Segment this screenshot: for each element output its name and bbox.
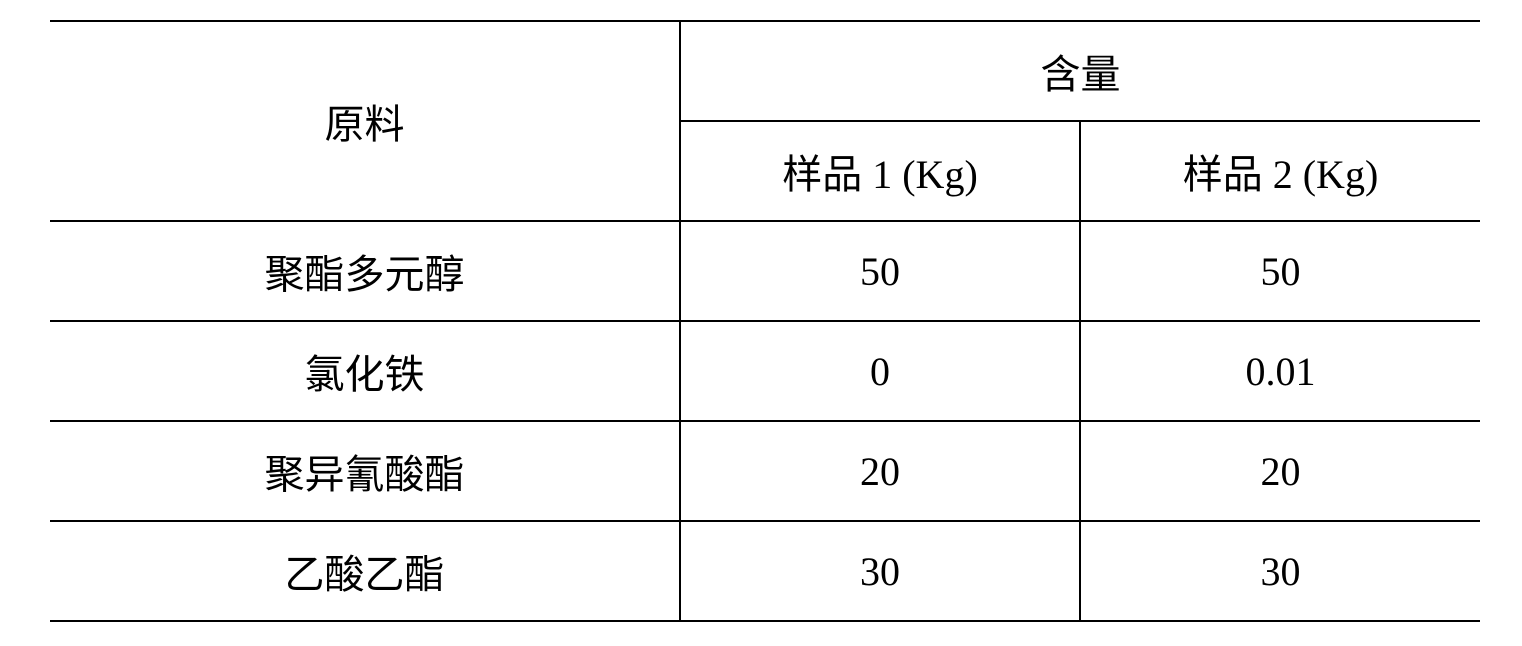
col-header-content: 含量 bbox=[680, 21, 1480, 121]
table-header-row-1: 原料 含量 bbox=[50, 21, 1480, 121]
table-row: 聚异氰酸酯 20 20 bbox=[50, 421, 1480, 521]
col-header-sample2: 样品 2 (Kg) bbox=[1080, 121, 1480, 221]
cell-sample2: 50 bbox=[1080, 221, 1480, 321]
materials-table: 原料 含量 样品 1 (Kg) 样品 2 (Kg) 聚酯多元醇 50 50 氯化… bbox=[50, 20, 1480, 622]
cell-sample1: 0 bbox=[680, 321, 1080, 421]
col-header-sample1: 样品 1 (Kg) bbox=[680, 121, 1080, 221]
table-container: 原料 含量 样品 1 (Kg) 样品 2 (Kg) 聚酯多元醇 50 50 氯化… bbox=[0, 0, 1522, 642]
col-header-material: 原料 bbox=[50, 21, 680, 221]
cell-material: 聚酯多元醇 bbox=[50, 221, 680, 321]
cell-material: 乙酸乙酯 bbox=[50, 521, 680, 621]
table-row: 乙酸乙酯 30 30 bbox=[50, 521, 1480, 621]
cell-sample2: 0.01 bbox=[1080, 321, 1480, 421]
cell-sample1: 50 bbox=[680, 221, 1080, 321]
cell-material: 聚异氰酸酯 bbox=[50, 421, 680, 521]
cell-sample1: 30 bbox=[680, 521, 1080, 621]
cell-sample2: 30 bbox=[1080, 521, 1480, 621]
table-row: 聚酯多元醇 50 50 bbox=[50, 221, 1480, 321]
cell-sample2: 20 bbox=[1080, 421, 1480, 521]
table-row: 氯化铁 0 0.01 bbox=[50, 321, 1480, 421]
cell-sample1: 20 bbox=[680, 421, 1080, 521]
cell-material: 氯化铁 bbox=[50, 321, 680, 421]
